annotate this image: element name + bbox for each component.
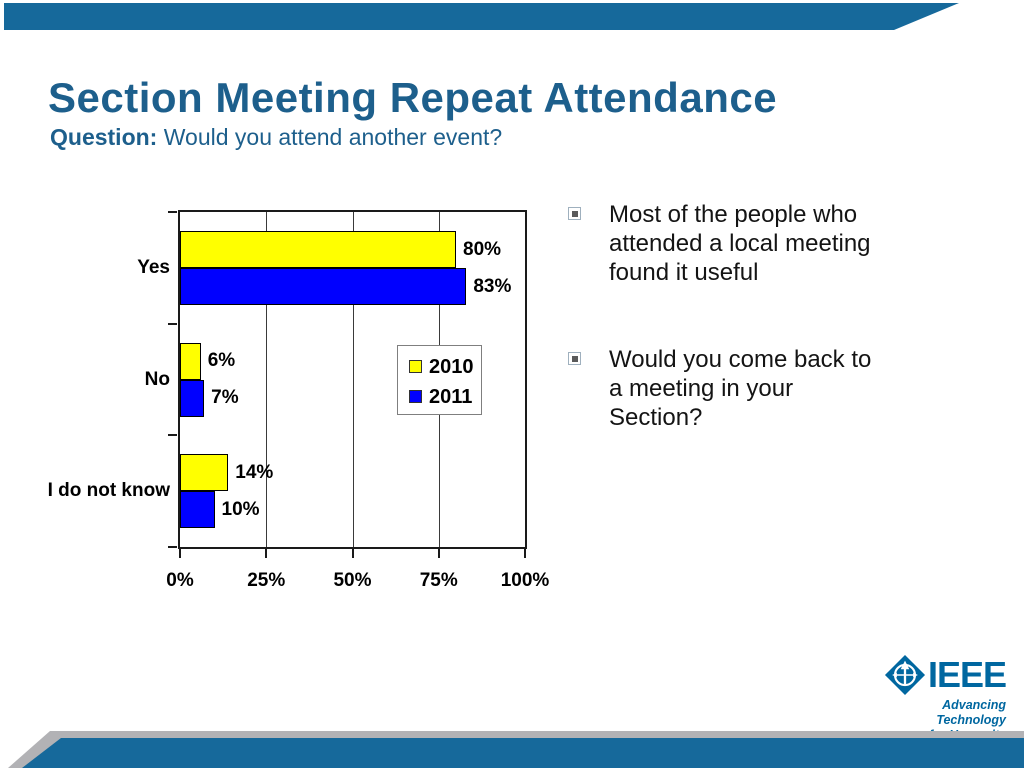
legend-swatch-2011 xyxy=(409,390,422,403)
bullet-text-line: attended a local meeting xyxy=(609,230,871,257)
bar-2010-i-do-not-know xyxy=(180,454,229,492)
y-tick-mark-3 xyxy=(168,546,177,548)
value-label-2010-i-do-not-know: 14% xyxy=(235,461,274,483)
ieee-logo: IEEE Advancing Technology for Humanity xyxy=(880,654,1007,742)
ieee-diamond-icon xyxy=(884,654,925,696)
bullet-text-2: Would you come back to a meeting in your S… xyxy=(609,345,871,432)
bullet-text-line: Would you come back to xyxy=(609,346,872,373)
value-label-2010-no: 6% xyxy=(207,350,236,372)
category-label-no: No xyxy=(144,368,170,390)
gridline-25 xyxy=(266,212,268,547)
x-tick-mark-50 xyxy=(351,549,354,558)
legend-label-2010: 2010 xyxy=(429,355,474,378)
bullet-text-line: found it useful xyxy=(609,259,759,286)
legend-entry-2011: 2011 xyxy=(409,385,481,408)
bullet-item-2: Would you come back to a meeting in your S… xyxy=(564,345,964,432)
square-bullet-icon xyxy=(568,207,581,220)
bullet-item-1: Most of the people who attended a local m… xyxy=(564,200,964,287)
value-label-2010-yes: 80% xyxy=(463,238,502,260)
bullet-text-1: Most of the people who attended a local m… xyxy=(609,200,871,287)
x-tick-mark-100 xyxy=(524,549,526,558)
x-tick-mark-75 xyxy=(437,549,440,558)
bar-2011-i-do-not-know xyxy=(180,491,215,529)
legend-label-2011: 2011 xyxy=(429,385,473,408)
legend-swatch-2010 xyxy=(409,360,422,373)
value-label-2011-yes: 83% xyxy=(473,275,512,297)
bullet-text-line: Most of the people who xyxy=(609,201,858,228)
x-tick-label-0: 0% xyxy=(166,570,194,591)
x-tick-mark-25 xyxy=(265,549,268,558)
legend-entry-2010: 2010 xyxy=(409,355,481,378)
bar-2011-no xyxy=(180,379,205,417)
x-tick-label-75: 75% xyxy=(419,570,458,591)
square-bullet-inner xyxy=(571,210,578,217)
subtitle-question-label: Question: xyxy=(50,124,158,150)
bullet-list: Most of the people who attended a local m… xyxy=(564,200,964,432)
page-title: Section Meeting Repeat Attendance xyxy=(48,74,778,121)
x-tick-mark-0 xyxy=(179,549,181,558)
ieee-wordmark: IEEE xyxy=(927,654,1007,695)
ieee-logo-row: IEEE xyxy=(880,654,1007,696)
value-label-2011-no: 7% xyxy=(211,387,239,409)
square-bullet-inner xyxy=(571,355,578,362)
x-tick-label-100: 100% xyxy=(500,570,550,591)
slide-subtitle: Question: Would you attend another event… xyxy=(50,124,502,151)
chart-legend: 2010 2011 xyxy=(397,345,482,415)
ieee-tagline-line1: Advancing Technology xyxy=(936,698,1006,727)
bar-2010-yes xyxy=(180,231,456,268)
value-label-2011-i-do-not-know: 10% xyxy=(221,498,260,520)
category-label-i-do-not-know: I do not know xyxy=(47,480,170,502)
category-label-yes: Yes xyxy=(137,256,170,278)
y-tick-mark-1 xyxy=(168,322,177,325)
gridline-50 xyxy=(352,212,354,547)
header-band xyxy=(4,3,959,30)
square-bullet-icon xyxy=(568,352,581,365)
bullet-text-line: Section? xyxy=(609,404,703,431)
y-tick-mark-0 xyxy=(168,211,177,213)
x-tick-label-50: 50% xyxy=(333,570,372,591)
x-tick-label-25: 25% xyxy=(247,570,286,591)
bar-2010-no xyxy=(180,342,201,380)
subtitle-question-text: Would you attend another event? xyxy=(157,124,503,150)
bar-2011-yes xyxy=(180,268,467,305)
bullet-text-line: a meeting in your xyxy=(609,375,794,402)
footer-blue-band xyxy=(22,738,1024,768)
y-tick-mark-2 xyxy=(168,434,177,437)
